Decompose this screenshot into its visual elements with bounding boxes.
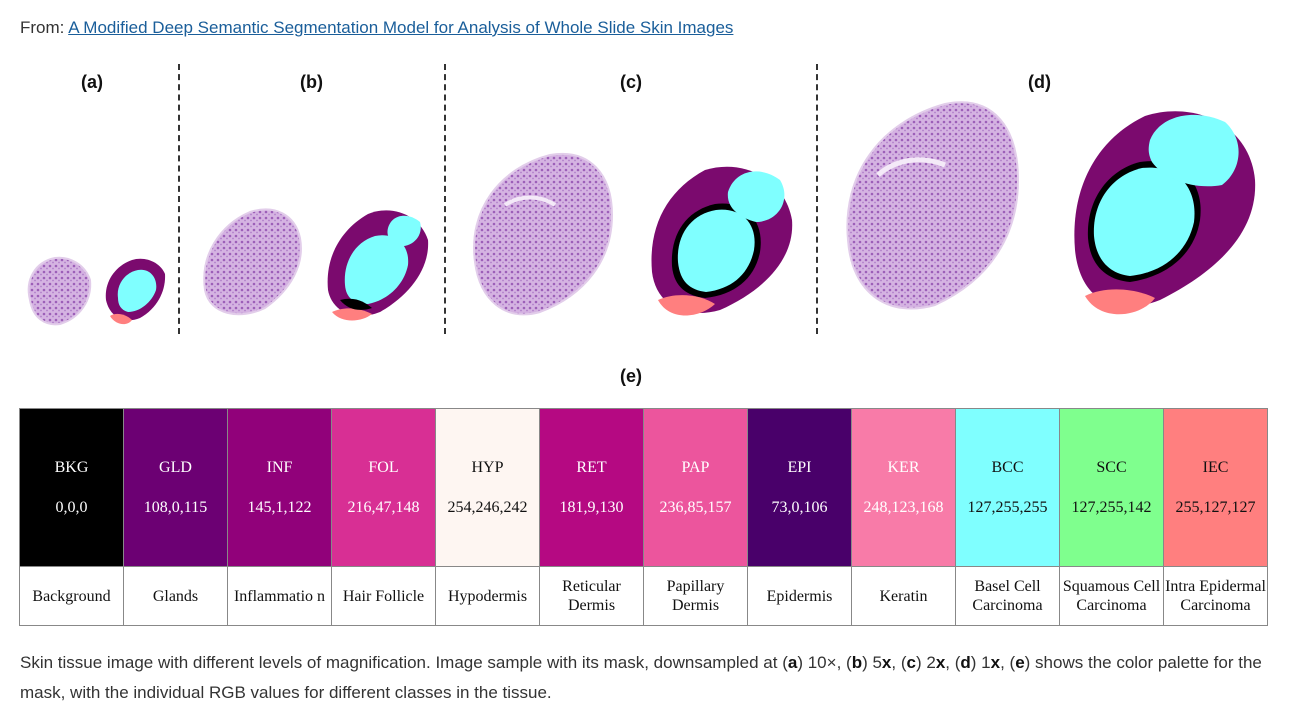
class-rgb: 248,123,168 xyxy=(863,498,944,516)
class-code: FOL xyxy=(368,458,399,476)
tissue-image-a xyxy=(27,256,92,326)
class-code: SCC xyxy=(1096,458,1127,476)
panel-label-e: (e) xyxy=(620,366,642,386)
class-code: GLD xyxy=(159,458,192,476)
class-rgb: 0,0,0 xyxy=(55,498,88,516)
class-code: IEC xyxy=(1202,458,1229,476)
divider-bc xyxy=(444,64,446,334)
class-code: KER xyxy=(887,458,920,476)
class-rgb: 145,1,122 xyxy=(247,498,312,516)
mask-image-c xyxy=(651,166,793,316)
class-name-gld: Glands xyxy=(123,566,228,626)
palette-swatch-epi: EPI 73,0,106 xyxy=(747,408,852,567)
panel-label-d: (d) xyxy=(1028,72,1051,92)
class-name-ker: Keratin xyxy=(851,566,956,626)
class-name-inf: Inflammatio n xyxy=(227,566,332,626)
palette-swatch-inf: INF 145,1,122 xyxy=(227,408,332,567)
mask-image-d xyxy=(1074,111,1256,315)
palette-swatch-ret: RET 181,9,130 xyxy=(539,408,644,567)
class-name-iec: Intra Epidermal Carcinoma xyxy=(1163,566,1268,626)
class-rgb: 108,0,115 xyxy=(143,498,208,516)
class-name-fol: Hair Follicle xyxy=(331,566,436,626)
class-name-hyp: Hypodermis xyxy=(435,566,540,626)
class-rgb: 254,246,242 xyxy=(447,498,528,516)
panel-label-a: (a) xyxy=(81,72,103,92)
class-rgb: 255,127,127 xyxy=(1175,498,1256,516)
class-code: EPI xyxy=(787,458,812,476)
class-code: HYP xyxy=(471,458,504,476)
palette-swatch-ker: KER 248,123,168 xyxy=(851,408,956,567)
class-name-bcc: Basel Cell Carcinoma xyxy=(955,566,1060,626)
class-name-epi: Epidermis xyxy=(747,566,852,626)
panel-label-b: (b) xyxy=(300,72,323,92)
tissue-image-b xyxy=(203,208,302,316)
palette-swatch-gld: GLD 108,0,115 xyxy=(123,408,228,567)
divider-ab xyxy=(178,64,180,334)
class-name-ret: Reticular Dermis xyxy=(539,566,644,626)
tissue-image-c xyxy=(473,152,614,316)
class-rgb: 127,255,255 xyxy=(967,498,1048,516)
mask-image-b xyxy=(327,210,429,321)
tissue-figure xyxy=(27,101,1256,326)
article-title-link[interactable]: A Modified Deep Semantic Segmentation Mo… xyxy=(68,18,734,37)
palette-swatch-scc: SCC 127,255,142 xyxy=(1059,408,1164,567)
panel-label-c: (c) xyxy=(620,72,642,92)
palette-swatch-iec: IEC 255,127,127 xyxy=(1163,408,1268,567)
class-code: INF xyxy=(266,458,293,476)
class-code: RET xyxy=(576,458,607,476)
palette-swatch-pap: PAP 236,85,157 xyxy=(643,408,748,567)
palette-swatch-fol: FOL 216,47,148 xyxy=(331,408,436,567)
class-rgb: 127,255,142 xyxy=(1071,498,1152,516)
palette-name-row: Background Glands Inflammatio n Hair Follic… xyxy=(19,566,1268,626)
class-rgb: 216,47,148 xyxy=(347,498,420,516)
class-name-bkg: Background xyxy=(19,566,124,626)
palette-swatch-hyp: HYP 254,246,242 xyxy=(435,408,540,567)
class-name-pap: Papillary Dermis xyxy=(643,566,748,626)
class-code: BCC xyxy=(991,458,1024,476)
from-label: From: xyxy=(20,18,65,37)
figure-caption: Skin tissue image with different levels … xyxy=(20,653,1262,702)
tissue-image-d xyxy=(846,101,1020,310)
class-code: BKG xyxy=(54,458,89,476)
source-line: From: A Modified Deep Semantic Segmentat… xyxy=(20,18,733,38)
divider-cd xyxy=(816,64,818,334)
class-code: PAP xyxy=(681,458,710,476)
palette-swatch-bcc: BCC 127,255,255 xyxy=(955,408,1060,567)
mask-image-a xyxy=(105,258,166,325)
class-rgb: 236,85,157 xyxy=(659,498,732,516)
palette-color-row: BKG 0,0,0 GLD 108,0,115 INF 145,1,122 FOL 216,4… xyxy=(19,408,1268,567)
class-rgb: 73,0,106 xyxy=(771,498,828,516)
class-name-scc: Squamous Cell Carcinoma xyxy=(1059,566,1164,626)
class-rgb: 181,9,130 xyxy=(559,498,624,516)
palette-swatch-bkg: BKG 0,0,0 xyxy=(19,408,124,567)
color-palette-table: BKG 0,0,0 GLD 108,0,115 INF 145,1,122 FOL 216,4… xyxy=(19,408,1268,626)
